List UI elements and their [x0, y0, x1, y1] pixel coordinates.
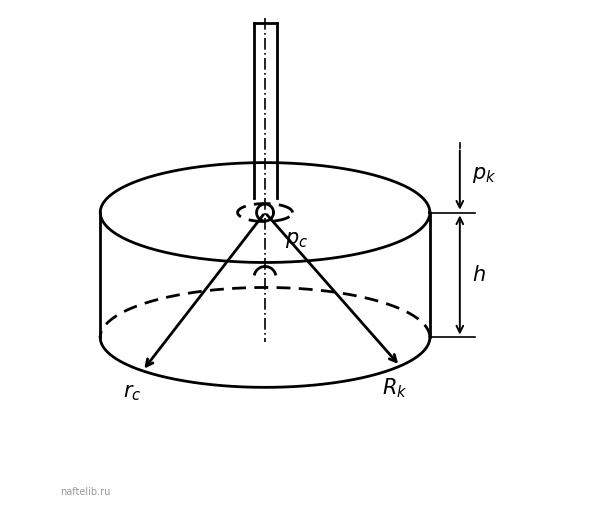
- Text: $r_c$: $r_c$: [123, 383, 142, 403]
- Text: $h$: $h$: [472, 265, 486, 285]
- Text: $p_k$: $p_k$: [472, 165, 497, 185]
- Text: $R_k$: $R_k$: [382, 377, 408, 400]
- Text: naftelib.ru: naftelib.ru: [60, 487, 110, 497]
- Text: $p_c$: $p_c$: [285, 230, 308, 250]
